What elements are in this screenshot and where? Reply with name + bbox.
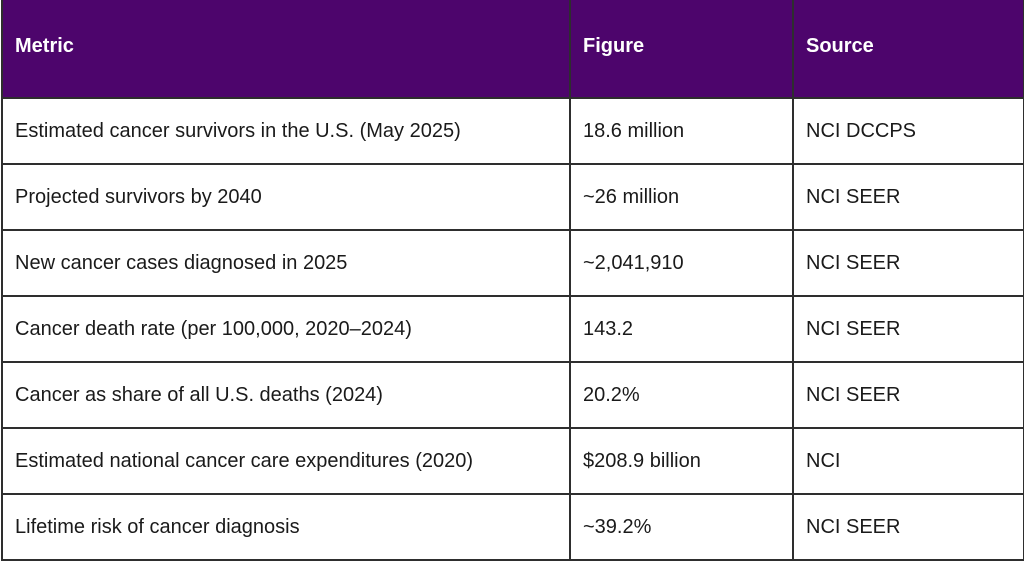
figure-cell: $208.9 billion bbox=[569, 427, 794, 495]
metric-cell: Estimated national cancer care expenditu… bbox=[1, 427, 571, 495]
source-cell: NCI SEER bbox=[792, 229, 1024, 297]
table-row: Cancer as share of all U.S. deaths (2024… bbox=[1, 361, 1024, 429]
table-row: Estimated cancer survivors in the U.S. (… bbox=[1, 97, 1024, 165]
header-row: Metric Figure Source bbox=[1, 0, 1024, 99]
header-figure: Figure bbox=[569, 0, 794, 99]
table-row: Projected survivors by 2040 ~26 million … bbox=[1, 163, 1024, 231]
header-metric: Metric bbox=[1, 0, 571, 99]
table-row: Cancer death rate (per 100,000, 2020–202… bbox=[1, 295, 1024, 363]
table-header: Metric Figure Source bbox=[1, 0, 1024, 99]
source-cell: NCI DCCPS bbox=[792, 97, 1024, 165]
metric-cell: Projected survivors by 2040 bbox=[1, 163, 571, 231]
figure-cell: ~2,041,910 bbox=[569, 229, 794, 297]
metric-cell: New cancer cases diagnosed in 2025 bbox=[1, 229, 571, 297]
table-body: Estimated cancer survivors in the U.S. (… bbox=[1, 97, 1024, 561]
source-cell: NCI SEER bbox=[792, 295, 1024, 363]
source-cell: NCI SEER bbox=[792, 361, 1024, 429]
header-source: Source bbox=[792, 0, 1024, 99]
figure-cell: 20.2% bbox=[569, 361, 794, 429]
source-cell: NCI bbox=[792, 427, 1024, 495]
source-cell: NCI SEER bbox=[792, 163, 1024, 231]
table-row: New cancer cases diagnosed in 2025 ~2,04… bbox=[1, 229, 1024, 297]
figure-cell: ~26 million bbox=[569, 163, 794, 231]
figure-cell: ~39.2% bbox=[569, 493, 794, 561]
figure-cell: 18.6 million bbox=[569, 97, 794, 165]
source-cell: NCI SEER bbox=[792, 493, 1024, 561]
table-row: Estimated national cancer care expenditu… bbox=[1, 427, 1024, 495]
figure-cell: 143.2 bbox=[569, 295, 794, 363]
metric-cell: Cancer death rate (per 100,000, 2020–202… bbox=[1, 295, 571, 363]
metric-cell: Lifetime risk of cancer diagnosis bbox=[1, 493, 571, 561]
metric-cell: Cancer as share of all U.S. deaths (2024… bbox=[1, 361, 571, 429]
metric-cell: Estimated cancer survivors in the U.S. (… bbox=[1, 97, 571, 165]
table-row: Lifetime risk of cancer diagnosis ~39.2%… bbox=[1, 493, 1024, 561]
